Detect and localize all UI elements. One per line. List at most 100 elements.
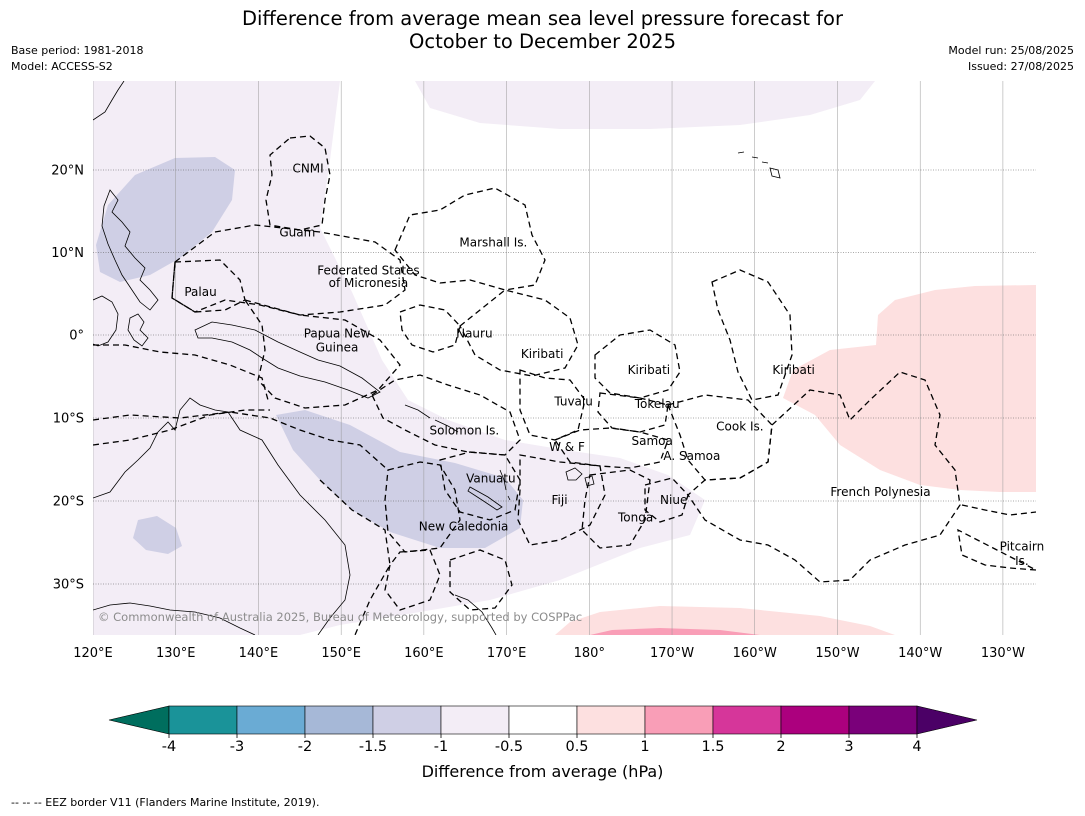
colorbar-tick-label: 0.5 (565, 739, 588, 755)
anomaly-region-moderate-positive-south (590, 628, 760, 635)
colorbar-segment (168, 705, 238, 735)
australia-coast (93, 397, 351, 635)
eez-fiji (517, 454, 606, 546)
latitude-labels: 20°N 10°N 0° 10°S 20°S 30°S (51, 164, 84, 593)
eez-australia-north (93, 411, 389, 471)
title-line-1: Difference from average mean sea level p… (242, 7, 843, 30)
anomaly-region-above-average-east (783, 285, 1036, 492)
region-label: Kiribati (628, 363, 670, 377)
lon-tick-label: 140°W (898, 646, 942, 661)
region-label: Guam (279, 226, 315, 240)
colorbar-over-arrow (916, 705, 978, 735)
japan-coast (93, 81, 125, 121)
region-label: French Polynesia (830, 485, 930, 499)
colorbar-tick-label: 1.5 (701, 739, 724, 755)
copyright-notice: © Commonwealth of Australia 2025, Bureau… (98, 610, 582, 624)
colorbar-segment (576, 705, 646, 735)
eez-cook-islands (667, 394, 773, 481)
region-label: Nauru (456, 326, 492, 340)
borneo-coast (93, 295, 119, 347)
colorbar-title: Difference from average (hPa) (421, 762, 664, 781)
region-label: Vanuatu (466, 472, 516, 486)
lon-tick-label: 150°E (321, 646, 361, 661)
region-label: Cook Is. (716, 419, 763, 433)
colorbar-ticks: -4 -3 -2 -1.5 -1 -0.5 0.5 1 1.5 2 3 4 (162, 734, 922, 755)
eez-australia-norfolk (384, 549, 441, 611)
eez-french-polynesia (687, 371, 961, 583)
colorbar-segment (508, 705, 578, 735)
anomaly-region-slight-negative-north (415, 81, 875, 129)
region-label: A. Samoa (663, 449, 720, 463)
eez-marshall-islands (394, 187, 546, 291)
lon-tick-label: 160°W (733, 646, 777, 661)
eez-new-caledonia (384, 461, 461, 553)
region-label: Tuvalu (553, 394, 593, 408)
lon-tick-label: 140°E (239, 646, 279, 661)
australia-south-coast (93, 602, 256, 635)
graticule (93, 81, 1036, 635)
run-info: Model run: 25/08/2025 Issued: 27/08/2025 (948, 43, 1074, 75)
region-label: of Micronesia (329, 276, 409, 290)
colorbar-tick-label: 2 (776, 739, 785, 755)
anomaly-region-above-average-south (555, 606, 895, 635)
region-label: CNMI (292, 161, 323, 175)
eez-png (243, 298, 401, 409)
title-line-2: October to December 2025 (409, 30, 676, 53)
issued-date: Issued: 27/08/2025 (967, 60, 1074, 73)
lat-tick-label: 20°N (51, 164, 84, 179)
region-label: Niue (660, 493, 687, 507)
eez-tokelau (597, 392, 669, 433)
colorbar-segment (372, 705, 442, 735)
lat-tick-label: 10°N (51, 246, 84, 261)
region-label: Fiji (552, 493, 568, 507)
new-caledonia-coast (467, 486, 503, 511)
new-zealand-coast (454, 594, 497, 635)
longitude-labels: 120°E 130°E 140°E 150°E 160°E 170°E 180° 170°W 1… (73, 646, 1025, 661)
eez-vanuatu (439, 451, 521, 521)
colorbar-segment (848, 705, 918, 735)
lat-tick-label: 20°S (53, 495, 84, 510)
colorbar: -4 -3 -2 -1.5 -1 -0.5 0.5 1 1.5 2 3 4 (108, 705, 978, 755)
colorbar-tick-label: 3 (844, 739, 853, 755)
eez-borders (93, 135, 1036, 635)
anomaly-region-below-average-philippines (96, 157, 235, 282)
anomaly-region-slight-negative-west (93, 81, 705, 635)
colorbar-tick-label: 4 (912, 739, 921, 755)
colorbar-segment (780, 705, 850, 735)
eez-cnmi (265, 135, 331, 231)
lon-tick-label: 170°W (650, 646, 694, 661)
region-label: Is. (1015, 554, 1029, 568)
eez-micronesia (171, 224, 406, 316)
lat-tick-label: 10°S (53, 412, 84, 427)
colorbar-tick-label: -2 (298, 739, 312, 755)
colorbar-tick-label: -1.5 (359, 739, 387, 755)
region-label: Federated States (317, 264, 419, 278)
anomaly-region-below-average-coral-sea (276, 410, 523, 548)
region-label: Kiribati (521, 347, 563, 361)
lat-tick-label: 0° (69, 329, 84, 344)
eez-kiribati-gilbert (459, 289, 579, 377)
colorbar-under-arrow (108, 705, 170, 735)
model-name: Model: ACCESS-S2 (11, 60, 113, 73)
map-title: Difference from average mean sea level p… (0, 7, 1085, 53)
colorbar-segments (108, 705, 978, 735)
eez-solomon-islands (371, 374, 521, 456)
lon-tick-label: 160°E (404, 646, 444, 661)
philippines-coast (101, 189, 159, 311)
eez-border-note: -- -- -- EEZ border V11 (Flanders Marine… (11, 796, 320, 809)
lon-tick-label: 130°W (981, 646, 1025, 661)
eez-kiribati-line (711, 269, 793, 401)
region-label: Tokelau (634, 397, 680, 411)
eez-nauru (399, 304, 461, 353)
eez-palau (171, 259, 246, 313)
lat-tick-label: 30°S (53, 578, 84, 593)
colorbar-segment (236, 705, 306, 735)
base-period: Base period: 1981-2018 (11, 44, 144, 57)
region-label: Guinea (316, 340, 359, 354)
eez-indonesia (93, 344, 270, 446)
region-label: Papua New (304, 326, 371, 340)
eez-tonga (581, 469, 651, 549)
colorbar-segment (712, 705, 782, 735)
eez-niue (644, 477, 689, 523)
eez-kiribati-phoenix (594, 329, 681, 399)
